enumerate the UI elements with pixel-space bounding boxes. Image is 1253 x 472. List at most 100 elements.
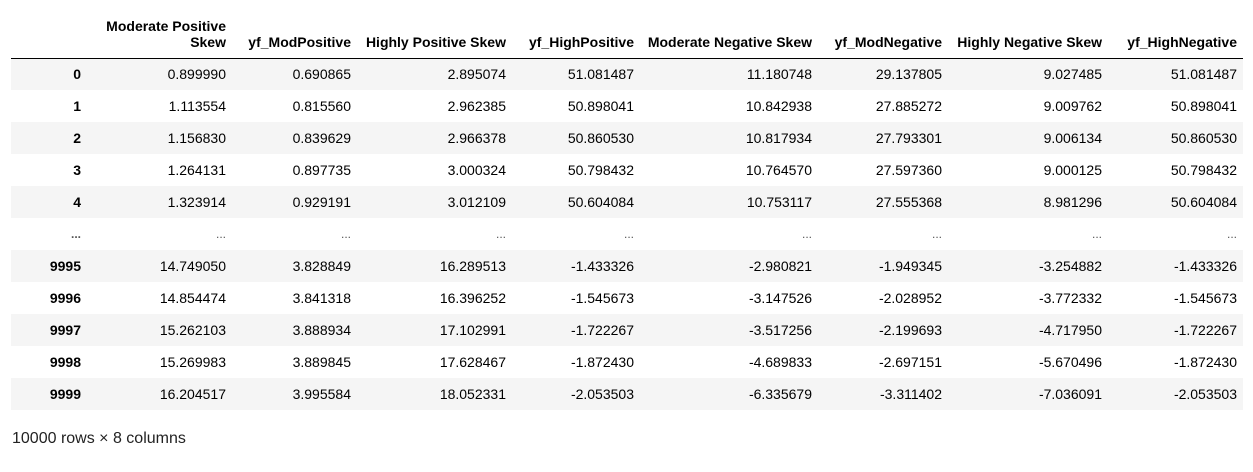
dataframe-table: Moderate Positive Skew yf_ModPositive Hi… bbox=[11, 10, 1243, 410]
table-row: 9997 15.262103 3.888934 17.102991 -1.722267 -… bbox=[11, 314, 1243, 346]
table-cell: -3.517256 bbox=[748, 322, 812, 338]
table-cell: 51.081487 bbox=[1170, 66, 1237, 83]
table-cell: 50.798432 bbox=[1170, 162, 1237, 178]
table-cell: 2.962385 bbox=[447, 98, 506, 114]
table-cell: 50.604084 bbox=[1170, 194, 1237, 210]
table-cell: 11.180748 bbox=[746, 66, 812, 83]
table-cell: 0.929191 bbox=[292, 194, 351, 210]
table-cell: -1.872430 bbox=[570, 354, 634, 370]
table-cell: 27.793301 bbox=[875, 130, 942, 146]
table-cell: 27.555368 bbox=[875, 194, 942, 210]
table-cell: 3.888934 bbox=[292, 322, 351, 338]
table-cell: 50.860530 bbox=[1170, 130, 1237, 146]
table-cell: -1.545673 bbox=[1173, 290, 1237, 306]
table-cell: 10.842938 bbox=[745, 98, 812, 114]
table-cell: -1.872430 bbox=[1173, 354, 1237, 370]
table-cell: 14.749050 bbox=[159, 258, 226, 274]
table-cell: 2.895074 bbox=[447, 66, 506, 83]
table-cell: -1.433326 bbox=[1173, 258, 1237, 274]
row-index: 2 bbox=[73, 130, 81, 146]
table-cell: -3.772332 bbox=[1038, 290, 1102, 306]
table-cell: 10.817934 bbox=[745, 130, 812, 146]
table-cell: ... bbox=[215, 227, 226, 241]
table-cell: ... bbox=[931, 227, 942, 241]
table-cell: 1.113554 bbox=[168, 98, 226, 114]
table-cell: 2.966378 bbox=[447, 130, 506, 146]
header-row: Moderate Positive Skew yf_ModPositive Hi… bbox=[11, 10, 1243, 59]
table-cell: -2.199693 bbox=[878, 322, 942, 338]
table-cell: 3.000324 bbox=[447, 162, 506, 178]
row-index: ... bbox=[70, 227, 81, 241]
table-row: 9999 16.204517 3.995584 18.052331 -2.053503 -… bbox=[11, 378, 1243, 410]
table-cell: 0.690865 bbox=[292, 66, 351, 83]
table-cell: 17.102991 bbox=[439, 322, 506, 338]
table-cell: 15.269983 bbox=[159, 354, 226, 370]
table-row: 9995 14.749050 3.828849 16.289513 -1.433326 -… bbox=[11, 250, 1243, 282]
table-cell: 15.262103 bbox=[159, 322, 226, 338]
table-cell: 27.597360 bbox=[875, 162, 942, 178]
index-header bbox=[11, 10, 87, 59]
table-cell: 8.981296 bbox=[1043, 194, 1102, 210]
table-cell: 0.897735 bbox=[292, 162, 351, 178]
column-header: Moderate Positive Skew bbox=[87, 10, 232, 59]
table-cell: -2.028952 bbox=[878, 290, 942, 306]
table-cell: ... bbox=[801, 227, 812, 241]
table-cell: 1.264131 bbox=[167, 162, 226, 178]
table-cell: 16.289513 bbox=[439, 258, 506, 274]
table-cell: 3.012109 bbox=[447, 194, 506, 210]
table-cell: 3.995584 bbox=[292, 386, 351, 402]
row-index: 9999 bbox=[49, 386, 81, 402]
dataframe-output: Moderate Positive Skew yf_ModPositive Hi… bbox=[11, 10, 1243, 410]
table-cell: -4.689833 bbox=[748, 354, 812, 370]
table-cell: 10.764570 bbox=[745, 162, 812, 178]
table-cell: -3.311402 bbox=[879, 386, 942, 402]
column-header: Moderate Negative Skew bbox=[640, 10, 818, 59]
table-cell: 51.081487 bbox=[567, 66, 634, 83]
table-cell: -3.147526 bbox=[748, 290, 812, 306]
table-cell: 10.753117 bbox=[746, 194, 812, 210]
table-cell: -2.053503 bbox=[570, 386, 634, 402]
table-cell: -4.717950 bbox=[1038, 322, 1102, 338]
table-row: 9998 15.269983 3.889845 17.628467 -1.872430 -… bbox=[11, 346, 1243, 378]
table-cell: 1.323914 bbox=[167, 194, 226, 210]
column-header: yf_ModNegative bbox=[818, 10, 948, 59]
column-header: Highly Positive Skew bbox=[357, 10, 512, 59]
table-cell: 16.204517 bbox=[159, 386, 226, 402]
table-cell: ... bbox=[1091, 227, 1102, 241]
row-index: 3 bbox=[73, 162, 81, 178]
table-body: 0 0.899990 0.690865 2.895074 51.081487 11.180… bbox=[11, 58, 1243, 410]
table-cell: -1.722267 bbox=[1173, 322, 1237, 338]
table-cell: 50.798432 bbox=[567, 162, 634, 178]
table-cell: 50.604084 bbox=[567, 194, 634, 210]
table-row: 0 0.899990 0.690865 2.895074 51.081487 11.180… bbox=[11, 58, 1243, 90]
table-cell: -2.980821 bbox=[748, 258, 812, 274]
table-cell: -5.670496 bbox=[1038, 354, 1102, 370]
table-cell: 0.815560 bbox=[292, 98, 351, 114]
column-header: Highly Negative Skew bbox=[948, 10, 1108, 59]
table-cell: -6.335679 bbox=[748, 386, 812, 402]
table-cell: 14.854474 bbox=[159, 290, 226, 306]
table-cell: -1.433326 bbox=[570, 258, 634, 274]
table-cell: -3.254882 bbox=[1038, 258, 1102, 274]
table-cell: 18.052331 bbox=[439, 386, 506, 402]
table-cell: 27.885272 bbox=[875, 98, 942, 114]
table-cell: ... bbox=[495, 227, 506, 241]
table-cell: 9.000125 bbox=[1043, 162, 1102, 178]
table-cell: ... bbox=[1226, 227, 1237, 241]
table-cell: 29.137805 bbox=[875, 66, 942, 83]
row-index: 0 bbox=[73, 66, 81, 83]
table-cell: -2.053503 bbox=[1173, 386, 1237, 402]
row-index: 9997 bbox=[49, 322, 81, 338]
column-header: yf_HighNegative bbox=[1108, 10, 1243, 59]
table-row: 1 1.113554 0.815560 2.962385 50.898041 10.842… bbox=[11, 90, 1243, 122]
row-index: 9995 bbox=[49, 258, 81, 274]
table-cell: 0.899990 bbox=[167, 66, 226, 83]
table-cell: -1.545673 bbox=[570, 290, 634, 306]
table-cell: -1.949345 bbox=[878, 258, 942, 274]
table-cell: 50.860530 bbox=[567, 130, 634, 146]
table-cell: 3.828849 bbox=[292, 258, 351, 274]
table-cell: -1.722267 bbox=[570, 322, 634, 338]
table-cell: 17.628467 bbox=[439, 354, 506, 370]
table-cell: 9.009762 bbox=[1043, 98, 1102, 114]
table-cell: 3.841318 bbox=[292, 290, 351, 306]
